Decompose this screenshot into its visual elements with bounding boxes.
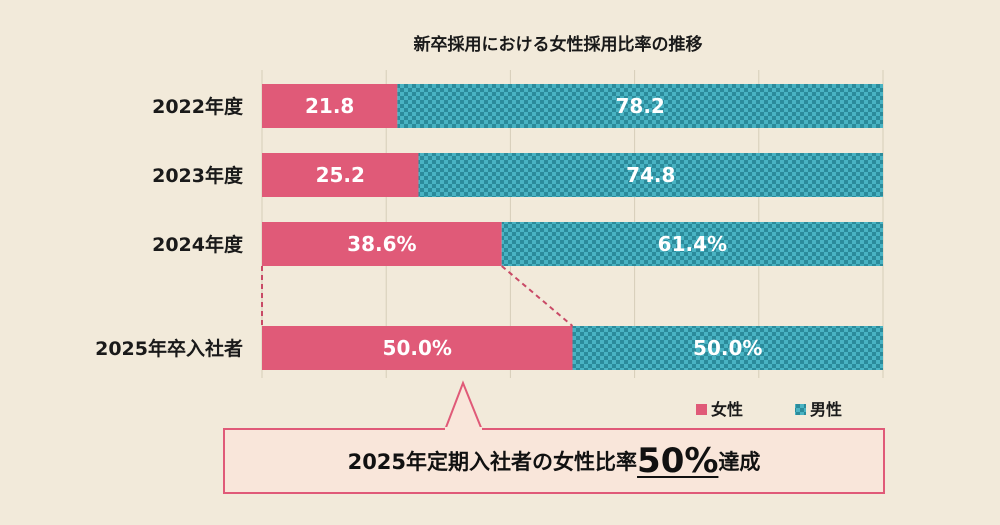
data-label: 25.2 [316, 163, 365, 187]
legend-label-female: 女性 [711, 400, 743, 419]
category-label: 2025年卒入社者 [95, 337, 243, 360]
callout-pointer [444, 380, 483, 431]
bar-male [397, 84, 883, 128]
callout-box: 2025年定期入社者の女性比率 50% 達成 [223, 428, 885, 494]
data-label: 50.0% [693, 336, 762, 360]
category-label: 2022年度 [152, 95, 244, 118]
legend-label-male: 男性 [810, 400, 842, 419]
bar-female [262, 222, 502, 266]
legend-swatch-male [795, 404, 806, 415]
callout-suffix: 達成 [718, 450, 761, 474]
data-label: 74.8 [626, 163, 675, 187]
category-label: 2024年度 [152, 233, 244, 256]
bar-female [262, 153, 419, 197]
data-label: 50.0% [383, 336, 452, 360]
legend-swatch-female [696, 404, 707, 415]
connector-right [501, 265, 574, 327]
bar-male [418, 153, 883, 197]
bar-female [262, 326, 573, 370]
bar-male [501, 222, 883, 266]
category-label: 2023年度 [152, 164, 244, 187]
data-label: 78.2 [616, 94, 665, 118]
bar-female [262, 84, 398, 128]
data-label: 38.6% [347, 232, 416, 256]
callout-highlight: 50% [637, 441, 719, 481]
data-label: 61.4% [658, 232, 727, 256]
callout-text: 2025年定期入社者の女性比率 [347, 450, 638, 474]
bar-male [572, 326, 883, 370]
data-label: 21.8 [305, 94, 354, 118]
legend: 女性 男性 [696, 400, 842, 419]
chart-title: 新卒採用における女性採用比率の推移 [414, 34, 703, 55]
